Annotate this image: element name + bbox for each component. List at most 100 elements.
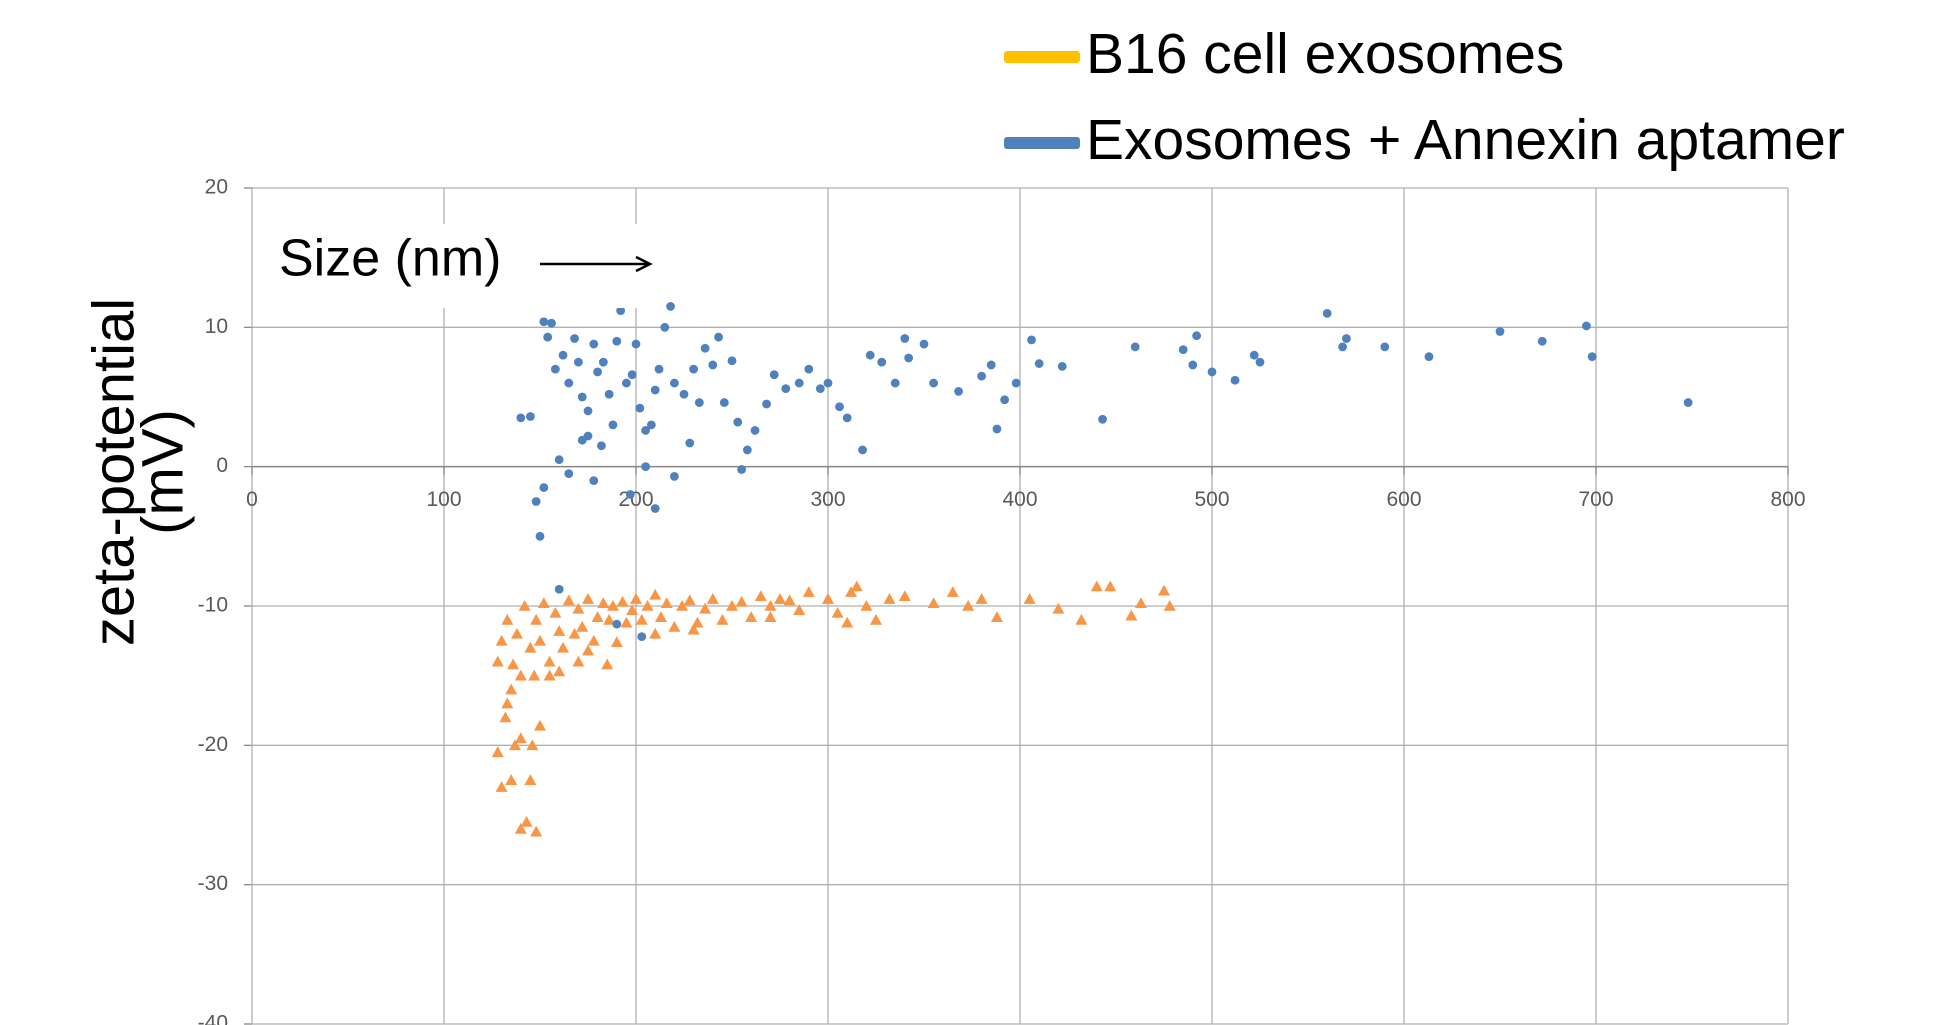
point bbox=[622, 378, 631, 388]
point bbox=[534, 719, 546, 731]
point bbox=[719, 398, 729, 407]
point bbox=[1027, 335, 1036, 345]
point bbox=[570, 334, 579, 343]
point bbox=[499, 711, 512, 723]
point bbox=[641, 426, 650, 435]
point bbox=[518, 600, 531, 611]
point bbox=[804, 364, 814, 374]
point bbox=[509, 739, 522, 751]
point bbox=[1134, 597, 1147, 609]
point bbox=[535, 531, 545, 541]
point bbox=[977, 371, 986, 381]
point bbox=[735, 595, 748, 607]
point bbox=[505, 774, 518, 785]
point bbox=[604, 389, 614, 399]
point bbox=[577, 392, 587, 402]
point bbox=[860, 600, 873, 611]
point bbox=[530, 825, 543, 837]
point bbox=[835, 402, 844, 412]
point bbox=[646, 420, 656, 430]
y-axis-label: (mV) bbox=[130, 409, 195, 535]
point bbox=[990, 611, 1003, 622]
point bbox=[637, 632, 647, 642]
point bbox=[831, 606, 844, 618]
x-tick-label: 700 bbox=[1578, 488, 1613, 511]
point bbox=[530, 613, 543, 625]
point bbox=[568, 627, 581, 639]
point bbox=[1192, 331, 1202, 341]
point bbox=[1683, 398, 1693, 407]
point bbox=[954, 387, 963, 396]
point bbox=[505, 683, 518, 695]
point bbox=[699, 602, 712, 614]
point bbox=[794, 378, 804, 388]
point bbox=[630, 593, 642, 604]
point bbox=[514, 732, 527, 744]
point bbox=[774, 593, 786, 604]
point bbox=[583, 406, 593, 416]
point bbox=[783, 594, 796, 606]
point bbox=[641, 600, 654, 611]
point bbox=[593, 367, 602, 377]
point bbox=[1158, 584, 1170, 596]
y-tick-label: -10 bbox=[198, 594, 228, 617]
point bbox=[606, 600, 619, 611]
point bbox=[537, 597, 550, 609]
point bbox=[841, 616, 854, 628]
point bbox=[539, 317, 549, 327]
x-tick-label: 200 bbox=[618, 488, 653, 511]
point bbox=[550, 364, 560, 374]
point bbox=[929, 378, 938, 388]
y-axis-label: zeta-potential bbox=[81, 298, 146, 646]
y-tick-label: 0 bbox=[216, 454, 228, 477]
point bbox=[1188, 360, 1198, 370]
point bbox=[670, 378, 679, 388]
point bbox=[660, 322, 670, 332]
point bbox=[1034, 359, 1044, 368]
point bbox=[737, 465, 746, 474]
point bbox=[1000, 395, 1010, 405]
point bbox=[904, 353, 914, 363]
point bbox=[554, 455, 564, 465]
y-tick-label: 10 bbox=[205, 315, 228, 338]
y-tick-label: -30 bbox=[198, 872, 228, 895]
point bbox=[547, 318, 556, 328]
point bbox=[564, 378, 574, 388]
point bbox=[992, 424, 1002, 434]
point bbox=[1342, 334, 1351, 343]
point bbox=[679, 389, 689, 399]
point bbox=[612, 619, 622, 629]
annotation-box bbox=[263, 224, 658, 308]
point bbox=[528, 669, 541, 681]
point bbox=[986, 360, 996, 370]
point bbox=[576, 620, 589, 632]
point bbox=[597, 441, 606, 451]
point bbox=[683, 594, 696, 606]
point bbox=[603, 613, 616, 625]
point bbox=[1249, 350, 1259, 360]
point bbox=[676, 600, 689, 611]
point bbox=[890, 378, 900, 388]
x-tick-label: 600 bbox=[1386, 488, 1421, 511]
point bbox=[883, 593, 896, 604]
point bbox=[700, 343, 710, 353]
point bbox=[975, 593, 988, 604]
point bbox=[516, 413, 526, 423]
point bbox=[769, 370, 779, 380]
point bbox=[898, 590, 911, 602]
point bbox=[631, 339, 641, 349]
point bbox=[616, 306, 626, 316]
y-tick-label: -20 bbox=[198, 733, 228, 756]
point bbox=[764, 611, 777, 622]
point bbox=[1537, 336, 1547, 346]
point bbox=[823, 378, 833, 388]
point bbox=[608, 420, 618, 430]
point bbox=[520, 815, 533, 827]
point bbox=[495, 634, 508, 646]
point bbox=[793, 604, 806, 615]
point bbox=[510, 627, 523, 639]
point bbox=[554, 584, 564, 594]
